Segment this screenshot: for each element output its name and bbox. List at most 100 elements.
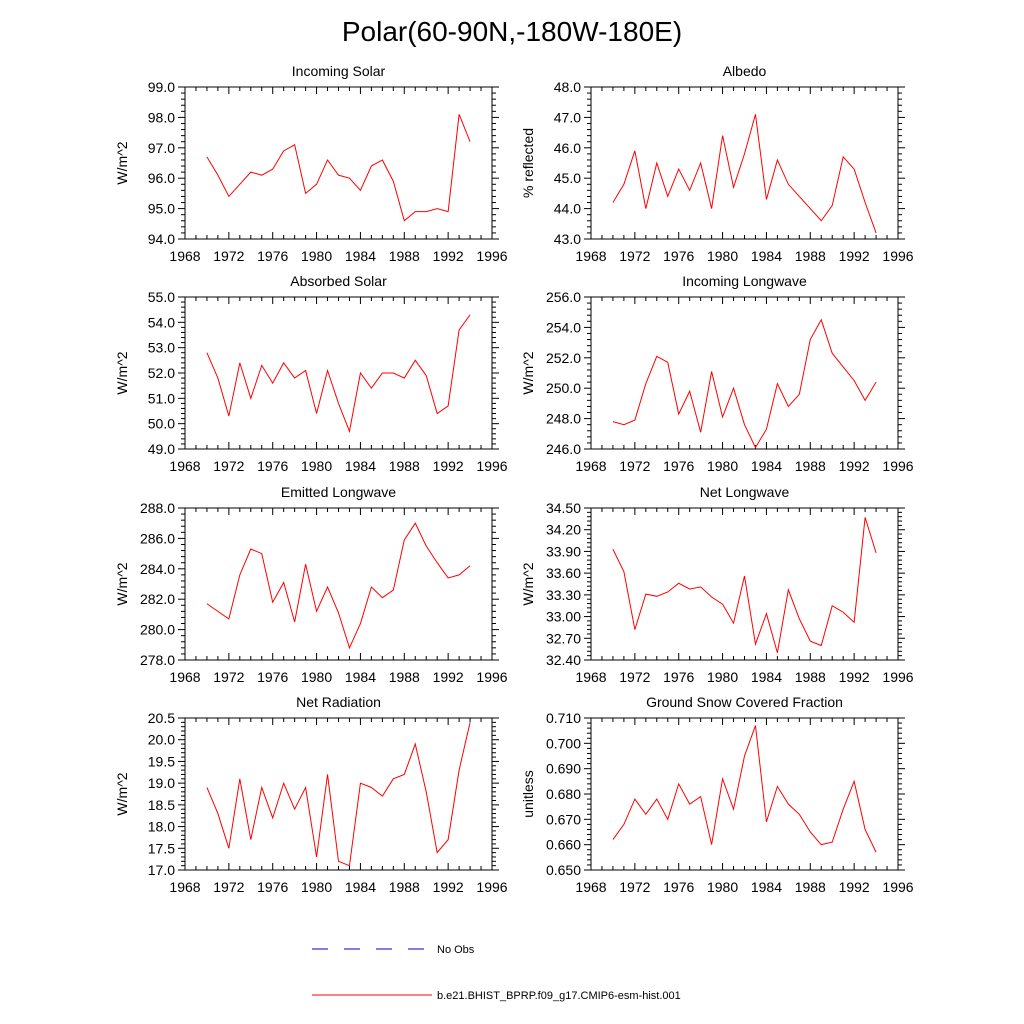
x-tick-label-incoming-solar: 1996 — [476, 248, 507, 264]
y-tick-label-absorbed-solar: 50.0 — [148, 416, 175, 432]
y-tick-label-albedo: 44.0 — [554, 201, 581, 217]
legend-label-model: b.e21.BHIST_BPRP.f09_g17.CMIP6-esm-hist.… — [437, 990, 681, 1002]
y-tick-label-emitted-longwave: 278.0 — [140, 652, 175, 668]
y-tick-label-ground-snow-covered-fraction: 0.670 — [546, 811, 581, 827]
y-tick-label-albedo: 46.0 — [554, 140, 581, 156]
panel-ground-snow-covered-fraction: Ground Snow Covered Fraction unitless 1968… — [520, 694, 914, 895]
x-tick-label-absorbed-solar: 1992 — [433, 458, 464, 474]
x-tick-label-net-radiation: 1992 — [433, 879, 464, 895]
x-tick-label-emitted-longwave: 1996 — [476, 669, 507, 685]
y-tick-label-net-longwave: 32.40 — [546, 652, 581, 668]
y-tick-label-net-longwave: 33.30 — [546, 587, 581, 603]
y-tick-label-ground-snow-covered-fraction: 0.660 — [546, 837, 581, 853]
y-tick-label-incoming-longwave: 246.0 — [546, 441, 581, 457]
y-tick-label-net-longwave: 34.20 — [546, 522, 581, 538]
x-tick-label-incoming-longwave: 1988 — [795, 458, 826, 474]
x-tick-label-incoming-solar: 1972 — [213, 248, 244, 264]
y-tick-label-ground-snow-covered-fraction: 0.650 — [546, 862, 581, 878]
x-tick-label-ground-snow-covered-fraction: 1984 — [751, 879, 782, 895]
x-tick-label-emitted-longwave: 1984 — [345, 669, 376, 685]
x-tick-label-albedo: 1984 — [751, 248, 782, 264]
y-tick-label-albedo: 45.0 — [554, 170, 581, 186]
x-tick-label-absorbed-solar: 1984 — [345, 458, 376, 474]
panel-title-albedo: Albedo — [723, 63, 767, 79]
x-tick-label-albedo: 1976 — [663, 248, 694, 264]
x-tick-label-emitted-longwave: 1988 — [389, 669, 420, 685]
x-tick-label-net-radiation: 1968 — [169, 879, 200, 895]
x-tick-label-net-longwave: 1976 — [663, 669, 694, 685]
y-tick-label-net-radiation: 17.5 — [148, 840, 175, 856]
y-tick-label-ground-snow-covered-fraction: 0.690 — [546, 761, 581, 777]
x-tick-label-incoming-solar: 1968 — [169, 248, 200, 264]
y-tick-label-net-radiation: 19.5 — [148, 753, 175, 769]
y-tick-label-incoming-longwave: 256.0 — [546, 289, 581, 305]
x-tick-label-absorbed-solar: 1980 — [301, 458, 332, 474]
x-tick-label-albedo: 1972 — [619, 248, 650, 264]
y-tick-label-net-longwave: 32.70 — [546, 630, 581, 646]
y-tick-label-net-radiation: 17.0 — [148, 862, 175, 878]
x-tick-label-ground-snow-covered-fraction: 1976 — [663, 879, 694, 895]
x-tick-label-net-longwave: 1992 — [839, 669, 870, 685]
y-tick-label-net-longwave: 33.00 — [546, 609, 581, 625]
x-tick-label-emitted-longwave: 1992 — [433, 669, 464, 685]
x-tick-label-incoming-longwave: 1984 — [751, 458, 782, 474]
y-axis-label-incoming-longwave: W/m^2 — [520, 351, 536, 394]
series-line-emitted-longwave — [206, 522, 471, 650]
plot-frame-net-longwave — [590, 507, 899, 661]
x-tick-label-net-longwave: 1972 — [619, 669, 650, 685]
y-axis-label-net-longwave: W/m^2 — [520, 562, 536, 605]
legend-label-no-obs: No Obs — [437, 944, 475, 956]
y-tick-label-emitted-longwave: 288.0 — [140, 500, 175, 516]
panel-net-longwave: Net Longwave W/m^2 1968 1972 1976 1980 1984 198… — [520, 484, 914, 685]
x-tick-label-net-longwave: 1984 — [751, 669, 782, 685]
series-line-net-radiation — [206, 722, 471, 867]
x-tick-label-incoming-solar: 1976 — [257, 248, 288, 264]
y-tick-label-albedo: 47.0 — [554, 109, 581, 125]
panel-title-incoming-longwave: Incoming Longwave — [682, 273, 807, 289]
series-line-absorbed-solar — [206, 314, 471, 434]
y-tick-label-albedo: 48.0 — [554, 79, 581, 95]
y-tick-label-net-radiation: 18.5 — [148, 797, 175, 813]
x-tick-label-net-longwave: 1968 — [575, 669, 606, 685]
x-tick-label-incoming-solar: 1988 — [389, 248, 420, 264]
y-tick-label-incoming-longwave: 252.0 — [546, 350, 581, 366]
plot-frame-net-radiation — [184, 717, 493, 871]
x-tick-label-net-radiation: 1972 — [213, 879, 244, 895]
panel-grid: Incoming Solar W/m^2 1968 1972 1976 1980 1984 1… — [114, 63, 914, 895]
x-tick-label-net-longwave: 1996 — [882, 669, 913, 685]
x-tick-label-absorbed-solar: 1988 — [389, 458, 420, 474]
x-tick-label-emitted-longwave: 1980 — [301, 669, 332, 685]
y-tick-label-incoming-solar: 97.0 — [148, 140, 175, 156]
y-tick-label-net-radiation: 19.0 — [148, 775, 175, 791]
panel-title-incoming-solar: Incoming Solar — [292, 63, 386, 79]
panel-incoming-longwave: Incoming Longwave W/m^2 1968 1972 1976 1980 19… — [520, 273, 914, 474]
x-tick-label-incoming-longwave: 1992 — [839, 458, 870, 474]
x-tick-label-incoming-solar: 1984 — [345, 248, 376, 264]
y-tick-label-emitted-longwave: 280.0 — [140, 622, 175, 638]
x-tick-label-ground-snow-covered-fraction: 1980 — [707, 879, 738, 895]
x-tick-label-emitted-longwave: 1972 — [213, 669, 244, 685]
y-tick-label-emitted-longwave: 286.0 — [140, 530, 175, 546]
series-line-net-longwave — [612, 517, 877, 653]
x-tick-label-incoming-longwave: 1980 — [707, 458, 738, 474]
y-axis-label-albedo: % reflected — [520, 128, 536, 198]
y-tick-label-emitted-longwave: 284.0 — [140, 561, 175, 577]
x-tick-label-albedo: 1992 — [839, 248, 870, 264]
panel-absorbed-solar: Absorbed Solar W/m^2 1968 1972 1976 1980 1984 1… — [114, 273, 508, 474]
y-tick-label-incoming-solar: 96.0 — [148, 170, 175, 186]
y-tick-label-net-radiation: 20.5 — [148, 710, 175, 726]
x-tick-label-albedo: 1980 — [707, 248, 738, 264]
y-tick-label-incoming-longwave: 248.0 — [546, 411, 581, 427]
x-tick-label-absorbed-solar: 1976 — [257, 458, 288, 474]
x-tick-label-emitted-longwave: 1968 — [169, 669, 200, 685]
y-tick-label-incoming-longwave: 254.0 — [546, 319, 581, 335]
panel-emitted-longwave: Emitted Longwave W/m^2 1968 1972 1976 1980 198… — [114, 484, 508, 685]
x-tick-label-incoming-longwave: 1972 — [619, 458, 650, 474]
x-tick-label-emitted-longwave: 1976 — [257, 669, 288, 685]
x-tick-label-incoming-longwave: 1968 — [575, 458, 606, 474]
panel-title-emitted-longwave: Emitted Longwave — [281, 484, 396, 500]
x-tick-label-ground-snow-covered-fraction: 1968 — [575, 879, 606, 895]
panel-incoming-solar: Incoming Solar W/m^2 1968 1972 1976 1980 1984 1… — [114, 63, 508, 264]
y-tick-label-net-longwave: 33.60 — [546, 565, 581, 581]
x-tick-label-net-radiation: 1976 — [257, 879, 288, 895]
